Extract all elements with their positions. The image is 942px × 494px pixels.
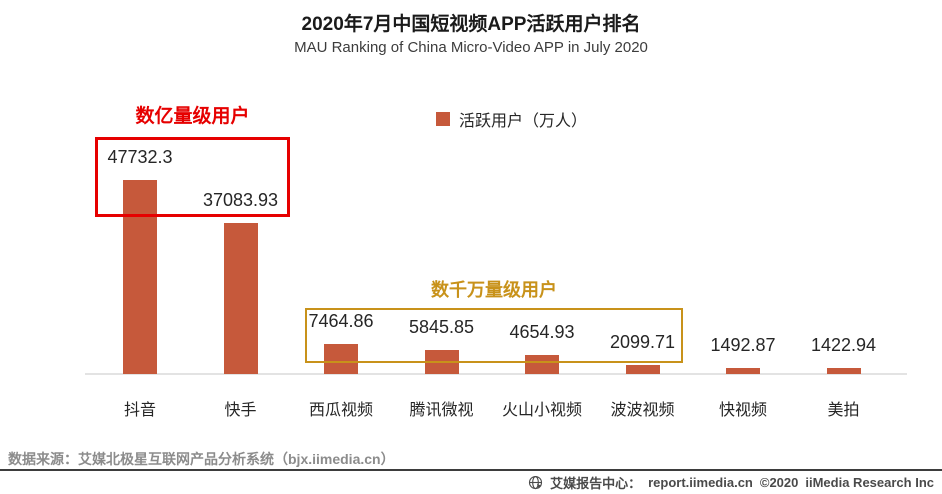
annotation-box-hundreds-millions — [95, 137, 290, 217]
legend-swatch-icon — [436, 112, 450, 126]
bar-value-label: 5845.85 — [408, 317, 475, 337]
bar-6 — [625, 365, 660, 374]
annotation-box-tens-millions — [305, 308, 683, 363]
legend-label: 活跃用户（万人） — [459, 113, 588, 130]
bar-7 — [726, 368, 760, 374]
brand-url: report.iimedia.cn — [648, 475, 753, 490]
x-axis-label: 快视频 — [718, 402, 767, 419]
bar-value-label: 47732.3 — [107, 147, 173, 167]
x-axis-label: 火山小视频 — [501, 402, 582, 419]
bar-value-label: 4654.93 — [509, 322, 575, 342]
footer-divider — [0, 469, 942, 471]
x-axis-label: 快手 — [224, 402, 257, 419]
bar-8 — [826, 368, 861, 374]
chart-subtitle: MAU Ranking of China Micro-Video APP in … — [294, 39, 648, 56]
bar-value-label: 2099.71 — [609, 332, 676, 352]
bar-value-label: 7464.86 — [308, 311, 374, 331]
bar-5 — [525, 355, 559, 374]
bar-3 — [324, 344, 358, 374]
x-axis-line — [85, 373, 907, 375]
data-source-note: 数据来源：艾媒北极星互联网产品分析系统（bjx.iimedia.cn） — [8, 451, 395, 467]
bar-value-label: 1422.94 — [810, 335, 877, 355]
footer-brand: 艾媒报告中心： report.iimedia.cn ©2020 iiMedia R… — [528, 473, 934, 492]
chart-title: 2020年7月中国短视频APP活跃用户排名 — [301, 14, 641, 35]
globe-icon — [529, 475, 543, 490]
x-axis-label: 美拍 — [827, 402, 860, 419]
brand-label: 艾媒报告中心： — [550, 476, 642, 491]
x-axis-label: 波波视频 — [610, 402, 675, 419]
x-axis-label: 西瓜视频 — [308, 402, 373, 419]
legend: 活跃用户（万人） — [436, 107, 587, 131]
bar-2 — [223, 223, 258, 374]
x-axis-label: 腾讯微视 — [409, 402, 474, 419]
bar-value-label: 37083.93 — [202, 190, 279, 210]
annotation-label-hundreds-millions: 数亿量级用户 — [135, 106, 250, 127]
bar-1 — [123, 180, 157, 374]
annotation-label-tens-millions: 数千万量级用户 — [431, 280, 557, 300]
company-name: iiMedia Research Inc — [805, 475, 934, 490]
copyright-text: ©2020 — [759, 475, 799, 490]
x-axis-label: 抖音 — [123, 402, 156, 419]
bar-value-label: 1492.87 — [710, 335, 776, 355]
